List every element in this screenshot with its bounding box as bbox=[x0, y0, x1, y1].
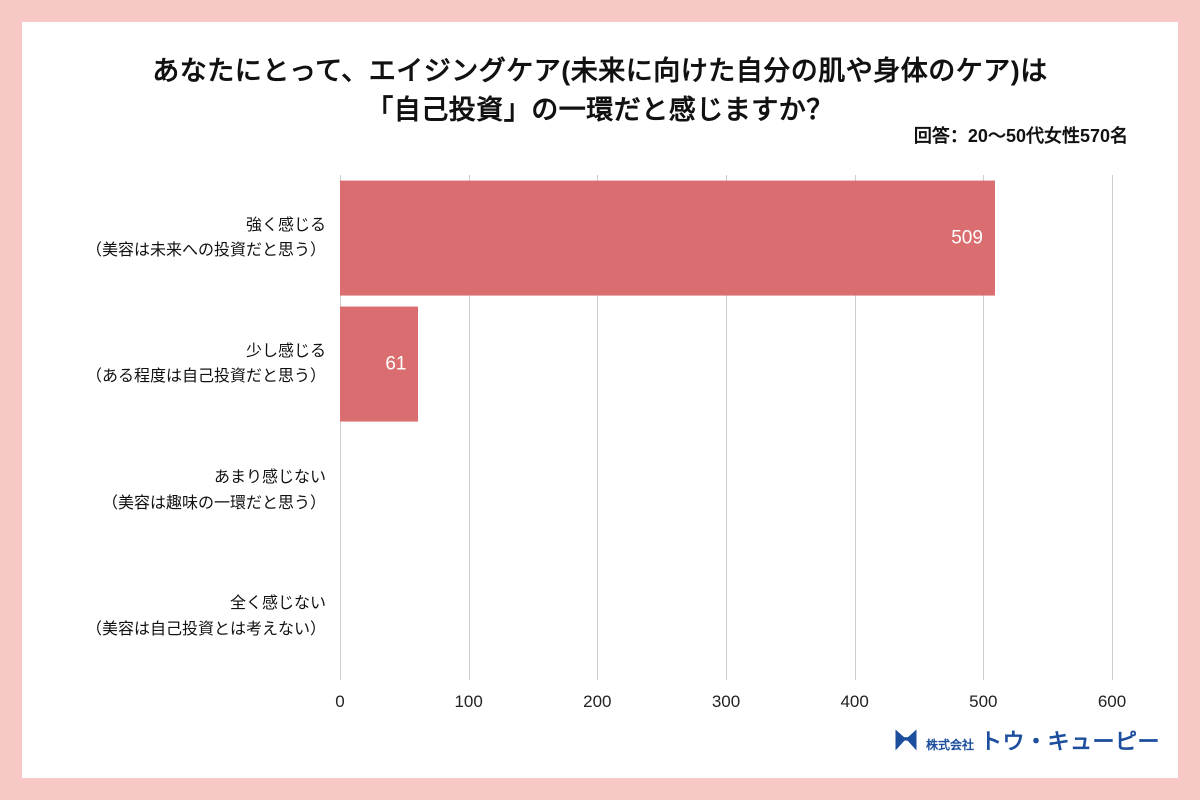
chart-title-line2: 「自己投資」の一環だと感じますか？ bbox=[366, 95, 834, 126]
chart-title-line1: あなたにとって、エイジングケア(未来に向けた自分の肌や身体のケア)は bbox=[152, 56, 1048, 86]
x-tick-label: 600 bbox=[1097, 692, 1127, 711]
x-tick-label: 0 bbox=[335, 692, 345, 711]
chart-row: あまり感じない （美容は趣味の一環だと思う） bbox=[22, 428, 1112, 554]
logo-name-text: トウ・キューピー bbox=[979, 729, 1160, 754]
bar-value-label: 61 bbox=[385, 353, 407, 375]
gridline bbox=[340, 175, 341, 680]
gridline bbox=[1112, 175, 1113, 680]
gridline bbox=[854, 175, 856, 680]
x-tick-label: 400 bbox=[840, 692, 869, 711]
bar-track: 61 bbox=[340, 301, 1112, 427]
chart-row: 少し感じる （ある程度は自己投資だと思う） 61 bbox=[22, 301, 1112, 427]
category-label: あまり感じない （美容は趣味の一環だと思う） bbox=[101, 469, 326, 512]
chart-rows: 強く感じる （美容は未来への投資だと思う） 509 少し感じる （ある程度は自己投資だと… bbox=[22, 175, 1112, 680]
chart-row: 全く感じない （美容は自己投資とは考えない） bbox=[22, 554, 1112, 680]
bar-value-label: 509 bbox=[951, 227, 983, 249]
bar-track: 509 bbox=[340, 175, 1112, 301]
category-label: 少し感じる （ある程度は自己投資だと思う） bbox=[85, 342, 326, 386]
bar: 509 bbox=[340, 180, 995, 296]
x-tick-label: 200 bbox=[583, 692, 612, 711]
bar-track bbox=[340, 554, 1112, 680]
company-logo: 株式会社 トウ・キューピー bbox=[892, 724, 1160, 756]
chart-row: 強く感じる （美容は未来への投資だと思う） 509 bbox=[22, 175, 1112, 301]
bar-track bbox=[340, 428, 1112, 554]
plot-area: 0 100 200 300 400 500 600 bbox=[335, 175, 1126, 711]
tou-kewpie-logo-icon bbox=[895, 729, 917, 751]
logo-prefix-text: 株式会社 bbox=[925, 737, 974, 752]
x-tick-label: 100 bbox=[454, 692, 483, 711]
gridline bbox=[468, 175, 470, 680]
x-tick-label: 500 bbox=[969, 692, 998, 711]
category-label: 強く感じる （美容は未来への投資だと思う） bbox=[85, 216, 326, 260]
gridline bbox=[597, 175, 599, 680]
gridline bbox=[983, 175, 985, 680]
bar: 61 bbox=[340, 306, 419, 422]
respondents-note: 回答：20〜50代女性570名 bbox=[913, 126, 1128, 146]
bar-chart: 0 100 200 300 400 500 600 強く感じる （美容は未来への投資だと思う）… bbox=[22, 175, 1126, 711]
category-label: 全く感じない （美容は自己投資とは考えない） bbox=[85, 595, 326, 638]
x-tick-label: 300 bbox=[711, 692, 741, 711]
chart-title: あなたにとって、エイジングケア(未来に向けた自分の肌や身体のケア)は 「自己投資… bbox=[22, 22, 1178, 130]
chart-panel: あなたにとって、エイジングケア(未来に向けた自分の肌や身体のケア)は 「自己投資… bbox=[22, 22, 1178, 778]
gridline bbox=[726, 175, 727, 680]
